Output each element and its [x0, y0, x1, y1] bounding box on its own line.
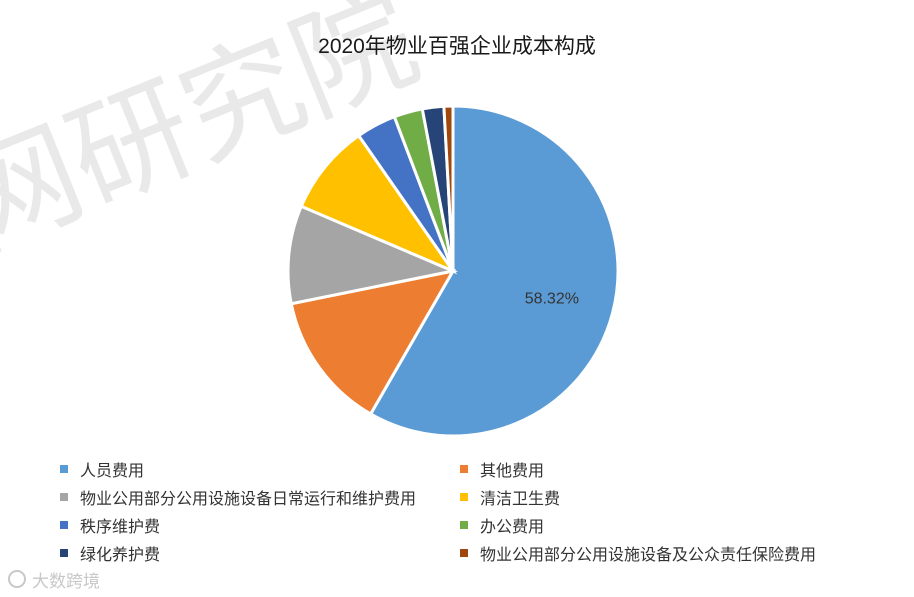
pie-slice — [289, 268, 456, 417]
legend-item: 绿化养护费 — [60, 542, 460, 564]
slice-data-label: 58.32% — [525, 290, 579, 307]
legend-item: 清洁卫生费 — [460, 486, 900, 508]
brand-watermark: 大数跨境 — [8, 566, 100, 592]
legend-label: 清洁卫生费 — [480, 491, 561, 508]
pie-slice — [442, 104, 455, 272]
legend-swatch — [60, 549, 68, 557]
brand-logo-icon — [8, 570, 26, 588]
legend-label: 绿化养护费 — [80, 547, 161, 564]
pie-slice — [286, 204, 459, 306]
legend-label: 人员费用 — [80, 463, 145, 480]
legend-label: 物业公用部分公用设施设备及公众责任保险费用 — [480, 547, 817, 564]
pie-slice — [368, 104, 620, 438]
legend-item: 秩序维护费 — [60, 514, 460, 536]
legend-label: 其他费用 — [480, 463, 545, 480]
legend-swatch — [460, 521, 468, 529]
legend-label: 秩序维护费 — [80, 519, 161, 536]
legend-label: 物业公用部分公用设施设备日常运行和维护费用 — [80, 491, 417, 508]
legend-swatch — [460, 493, 468, 501]
legend-item: 物业公用部分公用设施设备日常运行和维护费用 — [60, 486, 460, 508]
legend-swatch — [460, 549, 468, 557]
legend-item: 人员费用 — [60, 458, 460, 480]
legend-swatch — [60, 465, 68, 473]
legend-swatch — [60, 521, 68, 529]
legend-swatch — [460, 465, 468, 473]
legend-swatch — [60, 493, 68, 501]
legend-item: 其他费用 — [460, 458, 900, 480]
brand-text: 大数跨境 — [32, 571, 100, 591]
legend-item: 物业公用部分公用设施设备及公众责任保险费用 — [460, 542, 900, 564]
chart-title: 2020年物业百强企业成本构成 — [318, 35, 596, 58]
legend: 人员费用 其他费用物业公用部分公用设施设备日常运行和维护费用 清洁卫生费秩序维护费 办… — [60, 458, 900, 564]
legend-label: 办公费用 — [480, 519, 545, 536]
legend-item: 办公费用 — [460, 514, 900, 536]
pie-slice — [299, 133, 458, 275]
